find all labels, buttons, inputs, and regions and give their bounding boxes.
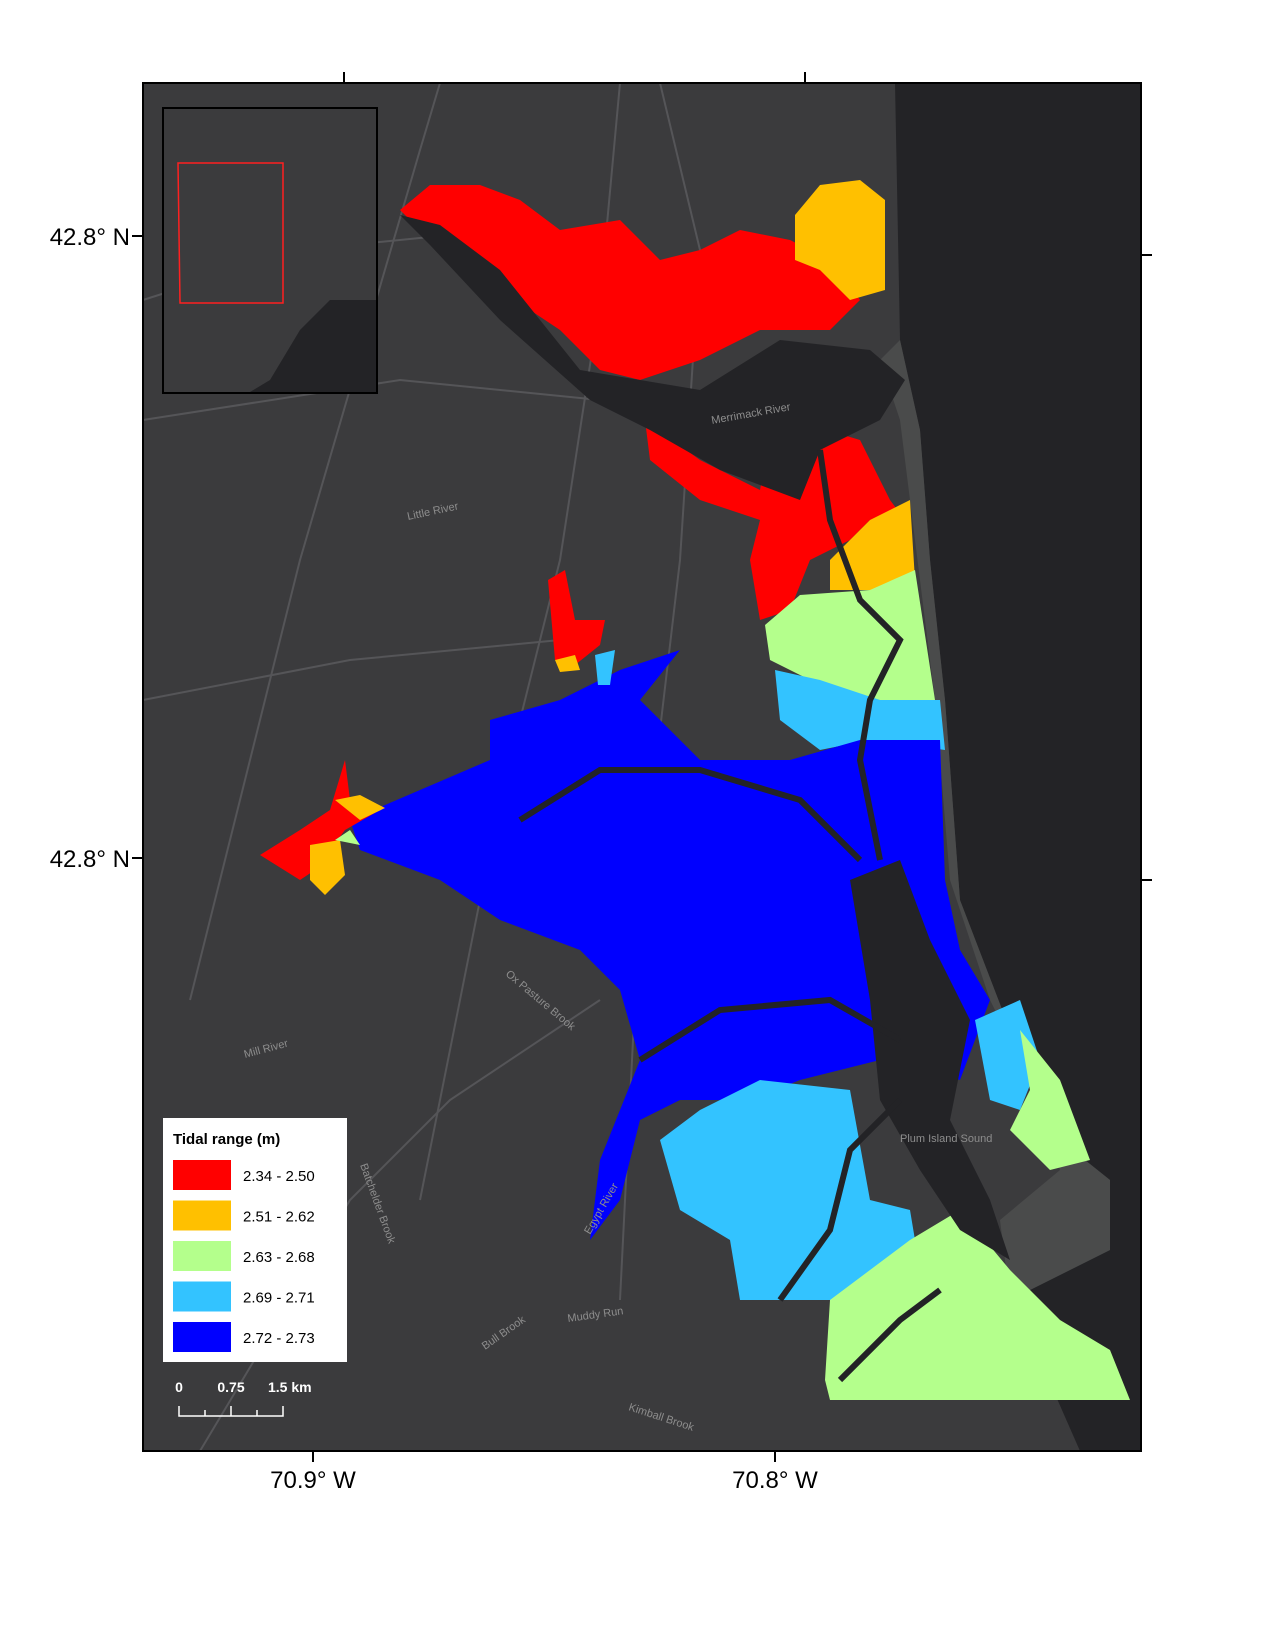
merrimack-river bbox=[400, 215, 905, 500]
scale-label: 0 bbox=[175, 1379, 183, 1395]
lon-label: 70.8° W bbox=[732, 1467, 818, 1494]
zone bbox=[335, 830, 360, 845]
zone bbox=[825, 1210, 1130, 1400]
place-label: Plum Island Sound bbox=[900, 1133, 992, 1145]
zone bbox=[1010, 1030, 1090, 1170]
zone bbox=[830, 500, 915, 590]
scale-line bbox=[178, 1406, 284, 1417]
ocean bbox=[895, 83, 1141, 1451]
scale-bar: 0 0.75 1.5 km bbox=[175, 1379, 312, 1417]
inset-extent bbox=[177, 162, 284, 304]
plum-island-sound bbox=[850, 860, 1010, 1260]
scale-label: 0.75 bbox=[217, 1379, 244, 1395]
legend: Tidal range (m) 2.34 - 2.50 2.51 - 2.62 2.… bbox=[163, 1118, 347, 1362]
legend-swatch bbox=[173, 1160, 231, 1190]
zone bbox=[555, 655, 580, 672]
lat-label: 42.8° N bbox=[50, 846, 130, 873]
legend-label: 2.63 - 2.68 bbox=[243, 1249, 315, 1266]
inset-map bbox=[162, 107, 378, 394]
zone bbox=[765, 570, 935, 710]
legend-swatch bbox=[173, 1241, 231, 1271]
legend-swatch bbox=[173, 1200, 231, 1231]
zone bbox=[548, 570, 605, 665]
tidal-zones bbox=[260, 180, 1130, 1400]
legend-box bbox=[163, 1118, 347, 1362]
zone bbox=[795, 180, 885, 300]
legend-title: Tidal range (m) bbox=[173, 1131, 280, 1148]
zone bbox=[775, 670, 945, 750]
zone bbox=[335, 795, 385, 820]
legend-label: 2.51 - 2.62 bbox=[243, 1209, 315, 1226]
lon-label: 70.9° W bbox=[270, 1467, 356, 1494]
graticule-ticks bbox=[132, 72, 1152, 1462]
legend-label: 2.34 - 2.50 bbox=[243, 1168, 315, 1185]
zone bbox=[660, 1080, 920, 1300]
zone bbox=[310, 840, 345, 895]
zone bbox=[350, 650, 990, 1240]
legend-swatch bbox=[173, 1281, 231, 1312]
map-frame bbox=[142, 82, 1142, 1452]
legend-label: 2.69 - 2.71 bbox=[243, 1290, 315, 1307]
legend-swatch bbox=[173, 1322, 231, 1352]
zone bbox=[975, 1000, 1040, 1110]
inset-ocean bbox=[250, 109, 376, 392]
tidal-creeks bbox=[518, 449, 942, 1383]
scale-label: 1.5 km bbox=[268, 1379, 312, 1395]
zone bbox=[645, 420, 905, 620]
zone bbox=[400, 185, 860, 380]
lat-label: 42.8° N bbox=[50, 224, 130, 251]
zone bbox=[260, 760, 380, 880]
zone bbox=[595, 650, 615, 685]
legend-label: 2.72 - 2.73 bbox=[243, 1330, 315, 1347]
inset-frame bbox=[162, 107, 378, 394]
barrier-island bbox=[880, 340, 1110, 1300]
